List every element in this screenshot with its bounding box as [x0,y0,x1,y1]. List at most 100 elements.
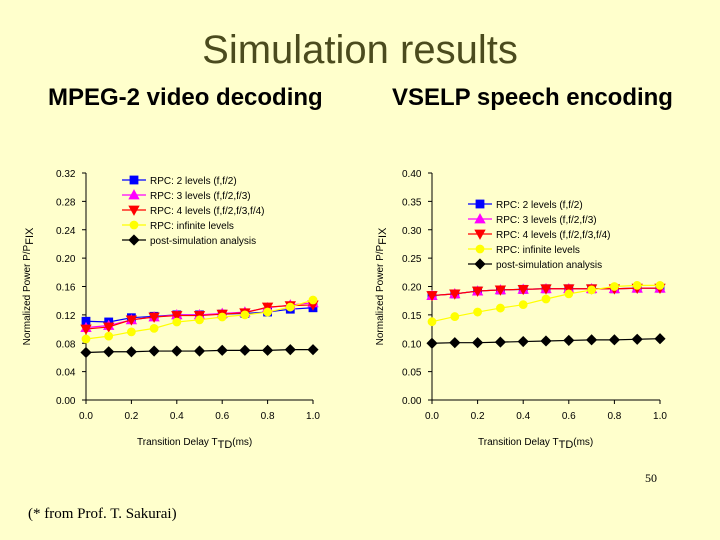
legend-marker [474,229,486,240]
data-point [261,302,274,313]
chart-1-plot: 0.00 0.04 0.08 0.12 0.16 0.20 0.24 0.28 0.32 0.0 0… [22,169,320,451]
x-tick-label: 1.0 [306,411,320,422]
data-point [473,307,483,317]
data-point [655,280,665,290]
x-tick-label: 1.0 [653,411,667,422]
data-point [631,333,643,345]
y-tick-label: 0.35 [402,197,422,208]
y-tick-label: 0.24 [56,226,76,237]
legend-label: RPC: 2 levels (f,f/2) [496,200,583,211]
x-tick-label: 0.4 [170,411,184,422]
credit-note: (* from Prof. T. Sakurai) [28,506,177,522]
chart-1-title: MPEG-2 video decoding [48,84,323,111]
data-point [125,346,137,358]
legend-label: RPC: 2 levels (f,f/2) [150,176,237,187]
x-tick-label: 0.6 [215,411,229,422]
legend-label: RPC: infinite levels [150,221,234,232]
data-point [103,346,115,358]
data-point [587,285,596,295]
data-point [495,303,505,313]
x-tick-label: 0.6 [562,411,576,422]
data-point [195,315,204,325]
x-tick-label: 0.8 [261,411,275,422]
data-point [426,337,438,349]
legend-marker [128,189,140,200]
data-point [517,335,529,348]
data-point [103,322,115,333]
data-point [563,284,575,295]
data-point [540,284,552,295]
y-axis-label: Normalized Power P/PFIX [22,227,36,345]
x-tick-label: 0.2 [124,411,138,422]
y-tick-label: 0.12 [56,311,76,322]
x-tick-label: 0.2 [471,411,485,422]
y-tick-label: 0.00 [56,396,76,407]
legend-marker [128,234,140,246]
y-tick-label: 0.20 [56,254,76,265]
data-point [540,335,552,347]
x-axis-label: Transition Delay TTD(ms) [478,437,593,451]
legend-label: post-simulation analysis [150,236,256,247]
legend-marker [475,199,485,209]
data-point [518,300,528,310]
data-point [450,312,460,321]
data-point [81,334,91,344]
data-point [472,337,484,349]
data-point [449,337,461,349]
data-point [240,310,250,320]
legend-label: RPC: 3 levels (f,f/2,f/3) [150,191,251,202]
data-point [148,345,160,357]
y-tick-label: 0.40 [402,169,422,180]
chart-1-legend: RPC: 2 levels (f,f/2) RPC: 3 levels (f,f/… [122,175,264,247]
data-point [216,344,228,356]
x-tick-label: 0.0 [425,411,439,422]
data-point [263,307,273,317]
data-point [307,344,319,356]
data-point [586,334,598,346]
legend-marker [129,220,139,230]
y-tick-label: 0.32 [56,169,76,180]
y-tick-label: 0.28 [56,197,76,208]
x-tick-label: 0.4 [516,411,530,422]
data-point [426,291,438,302]
data-point [427,317,437,327]
data-point [308,295,318,305]
data-point [449,289,461,300]
data-point [80,346,92,359]
data-point [563,334,575,346]
legend-marker [128,205,140,216]
legend-marker [129,175,139,185]
y-tick-label: 0.04 [56,368,76,379]
x-tick-label: 0.0 [79,411,93,422]
data-point [217,312,227,322]
data-point [471,286,484,297]
y-tick-label: 0.05 [402,368,422,379]
y-tick-label: 0.25 [402,254,422,265]
y-tick-label: 0.15 [402,311,422,322]
data-point [80,324,92,335]
y-tick-label: 0.20 [402,283,422,294]
data-point [171,345,183,357]
slide-title: Simulation results [202,28,518,72]
data-point [262,344,274,356]
data-point [172,317,182,327]
legend-label: RPC: 4 levels (f,f/2,f/3,f/4) [150,206,264,217]
data-point [541,294,551,304]
data-point [148,312,160,323]
data-point [126,327,136,337]
data-point [494,285,507,296]
data-point [610,282,619,291]
data-point [608,334,620,346]
x-tick-label: 0.8 [607,411,621,422]
legend-label: post-simulation analysis [496,260,602,271]
chart-2-legend: RPC: 2 levels (f,f/2) RPC: 3 levels (f,f/… [468,199,610,271]
y-tick-label: 0.16 [56,283,76,294]
data-point [494,336,506,348]
data-point [284,344,296,356]
legend-label: RPC: 4 levels (f,f/2,f/3,f/4) [496,230,610,241]
data-point [285,302,295,312]
y-tick-label: 0.08 [56,339,76,350]
legend-marker [474,258,486,270]
